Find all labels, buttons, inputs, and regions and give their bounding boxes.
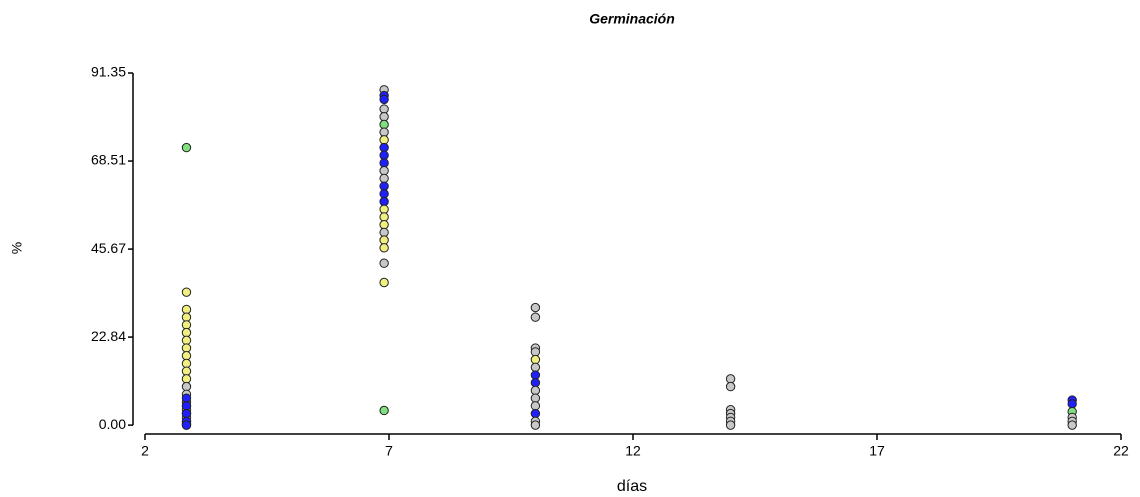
point xyxy=(181,320,192,330)
point xyxy=(725,381,736,392)
x-tick-label: 17 xyxy=(869,443,885,459)
point xyxy=(181,374,192,384)
point xyxy=(379,227,389,238)
point xyxy=(181,312,192,322)
x-tick-label: 2 xyxy=(141,443,149,459)
point xyxy=(181,401,192,411)
point xyxy=(379,166,389,176)
x-tick-label: 22 xyxy=(1113,443,1129,459)
point xyxy=(379,258,389,268)
point xyxy=(181,408,192,419)
point xyxy=(379,119,389,130)
y-tick-label: 0.00 xyxy=(99,416,126,432)
point xyxy=(379,235,389,245)
y-tick-label: 22.84 xyxy=(91,328,126,344)
point xyxy=(181,420,192,430)
point xyxy=(725,374,736,384)
point xyxy=(181,142,192,153)
y-tick-label: 91.35 xyxy=(91,64,126,80)
point xyxy=(1067,399,1077,409)
point xyxy=(379,104,389,114)
point xyxy=(181,381,192,392)
point xyxy=(379,277,389,288)
point xyxy=(1067,420,1077,430)
point xyxy=(379,142,389,153)
point xyxy=(181,335,192,346)
point xyxy=(181,343,192,353)
chart-title: Germinación xyxy=(589,11,675,27)
point xyxy=(181,327,192,338)
point xyxy=(379,158,389,168)
y-tick-label: 68.51 xyxy=(91,152,126,168)
point xyxy=(530,302,541,313)
point xyxy=(530,393,541,403)
y-axis-label: % xyxy=(9,242,25,254)
point xyxy=(530,378,541,388)
point xyxy=(379,173,389,184)
point xyxy=(530,408,541,419)
point xyxy=(379,219,389,230)
x-tick-label: 7 xyxy=(385,443,393,459)
point xyxy=(530,347,541,357)
point xyxy=(530,385,541,396)
point xyxy=(181,287,192,297)
point xyxy=(379,135,389,145)
point xyxy=(379,212,389,222)
point xyxy=(725,420,736,430)
point xyxy=(379,127,389,137)
point xyxy=(379,405,389,416)
point xyxy=(530,401,541,411)
point xyxy=(530,312,541,322)
point xyxy=(379,204,389,214)
point xyxy=(530,362,541,373)
point xyxy=(379,243,389,253)
point xyxy=(181,366,192,376)
point xyxy=(379,150,389,160)
x-axis-label: días xyxy=(617,478,647,495)
x-tick-label: 12 xyxy=(625,443,641,459)
point xyxy=(181,304,192,315)
point xyxy=(530,370,541,380)
point xyxy=(181,351,192,361)
point xyxy=(530,354,541,365)
point xyxy=(379,181,389,191)
point xyxy=(181,358,192,369)
point xyxy=(530,420,541,430)
point xyxy=(379,112,389,122)
point xyxy=(181,393,192,403)
point xyxy=(379,196,389,207)
point xyxy=(379,94,389,105)
y-tick-label: 45.67 xyxy=(91,240,126,256)
point xyxy=(379,189,389,199)
